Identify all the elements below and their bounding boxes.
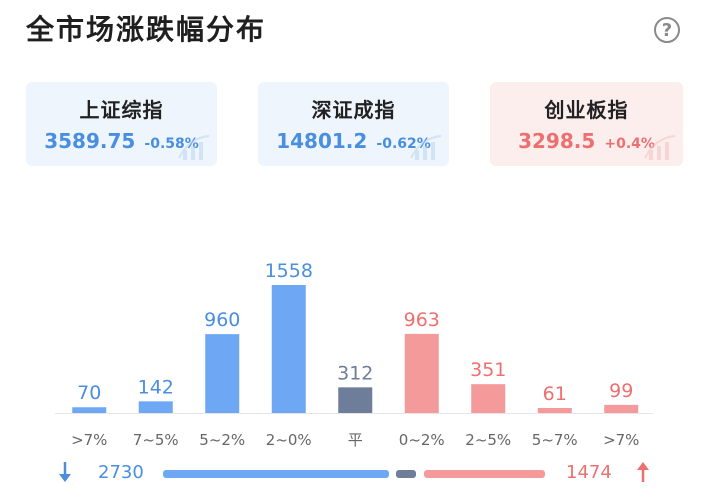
bar-value-label: 61 xyxy=(543,383,567,405)
index-change: +0.4% xyxy=(604,136,655,152)
help-icon[interactable]: ? xyxy=(654,17,680,43)
index-value: 3589.75 xyxy=(44,129,136,153)
up-total: 1474 xyxy=(566,462,612,483)
index-card-szse[interactable]: 深证成指 14801.2 -0.62% xyxy=(258,82,449,166)
index-name: 深证成指 xyxy=(311,98,396,122)
x-tick-label: >7% xyxy=(603,431,639,449)
bar-value-label: 963 xyxy=(404,309,440,331)
x-tick-label: 2~5% xyxy=(465,431,511,449)
index-value: 14801.2 xyxy=(276,129,368,153)
bar-0[interactable] xyxy=(72,407,107,413)
index-name: 上证综指 xyxy=(79,98,164,122)
x-tick-label: 平 xyxy=(348,431,363,449)
up-ratio-bar xyxy=(424,470,545,478)
index-card-chinext[interactable]: 创业板指 3298.5 +0.4% xyxy=(490,82,683,166)
bar-2[interactable] xyxy=(205,334,240,413)
index-value: 3298.5 xyxy=(518,129,596,153)
bar-value-label: 99 xyxy=(609,380,633,402)
x-tick-label: 2~0% xyxy=(266,431,312,449)
x-tick-label: >7% xyxy=(71,431,107,449)
arrow-down-icon xyxy=(59,462,71,482)
down-total: 2730 xyxy=(98,462,144,483)
x-tick-label: 7~5% xyxy=(133,431,179,449)
mini-chart-icon xyxy=(644,135,676,160)
x-tick-label: 0~2% xyxy=(399,431,445,449)
bar-7[interactable] xyxy=(537,407,572,413)
index-card-sse[interactable]: 上证综指 3589.75 -0.58% xyxy=(26,82,217,166)
x-tick-label: 5~2% xyxy=(199,431,245,449)
arrow-up-icon xyxy=(637,462,649,482)
bar-6[interactable] xyxy=(471,384,506,413)
page-title: 全市场涨跌幅分布 xyxy=(26,13,267,46)
mini-chart-icon xyxy=(410,135,442,160)
x-tick-label: 5~7% xyxy=(532,431,578,449)
mini-chart-icon xyxy=(178,135,210,160)
bar-value-label: 312 xyxy=(337,362,373,384)
bar-3[interactable] xyxy=(271,285,306,413)
bar-value-label: 351 xyxy=(470,359,506,381)
bar-value-label: 1558 xyxy=(265,260,313,282)
index-name: 创业板指 xyxy=(544,98,629,122)
bar-5[interactable] xyxy=(404,333,439,413)
bar-value-label: 70 xyxy=(77,382,101,404)
bar-value-label: 142 xyxy=(138,376,174,398)
bar-1[interactable] xyxy=(138,401,173,413)
flat-ratio-bar xyxy=(396,470,416,478)
bar-8[interactable] xyxy=(604,404,639,413)
distribution-chart: 70 >7% 142 7~5% 960 5~2% 1558 2~0% 312 平 963 0~2% 35… xyxy=(55,260,653,449)
bar-value-label: 960 xyxy=(204,309,240,331)
bar-4[interactable] xyxy=(338,387,373,413)
down-ratio-bar xyxy=(163,470,389,478)
